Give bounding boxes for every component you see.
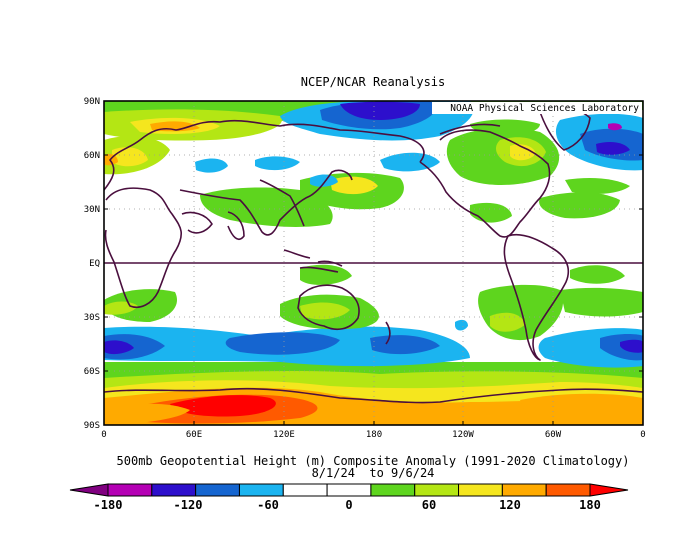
colorbar-swatch: [282, 483, 328, 497]
credit-box: [432, 102, 642, 114]
colorbar-arrow-right: [589, 483, 629, 497]
colorbar-arrow-left: [69, 483, 109, 497]
credit-label: NOAA Physical Sciences Laboratory: [450, 103, 639, 114]
lat-label: 30N: [84, 205, 100, 215]
lat-label: EQ: [89, 259, 100, 269]
colorbar: [69, 483, 629, 497]
lat-label: 60N: [84, 151, 100, 161]
lat-label: 90S: [84, 421, 100, 431]
map-title: NCEP/NCAR Reanalysis: [301, 75, 446, 89]
lat-label: 30S: [84, 313, 100, 323]
anomaly-shading: [104, 101, 643, 425]
colorbar-swatch: [414, 483, 460, 497]
colorbar-swatch: [501, 483, 547, 497]
lon-label: 60W: [545, 430, 562, 440]
lon-label: 0: [640, 430, 645, 440]
lat-label: 90N: [84, 97, 100, 107]
caption-line-2: 8/1/24 to 9/6/24: [312, 466, 435, 480]
lon-label: 120W: [452, 430, 474, 440]
lon-label: 180: [366, 430, 382, 440]
colorbar-labels: -180 -120 -60 0 60 120 180: [94, 498, 601, 512]
colorbar-swatch: [326, 483, 372, 497]
latitude-labels: 90N 60N 30N EQ 30S 60S 90S: [84, 97, 100, 431]
colorbar-label: 180: [579, 498, 601, 512]
lon-ticks: [193, 421, 554, 425]
colorbar-label: 120: [499, 498, 521, 512]
colorbar-label: -120: [174, 498, 203, 512]
lat-ticks: [104, 154, 643, 372]
colorbar-swatch: [107, 483, 153, 497]
lon-label: 0: [101, 430, 106, 440]
longitude-labels: 0 60E 120E 180 120W 60W 0: [101, 430, 645, 440]
colorbar-swatch: [545, 483, 591, 497]
colorbar-swatch: [458, 483, 503, 497]
lat-label: 60S: [84, 367, 100, 377]
colorbar-label: 60: [422, 498, 436, 512]
colorbar-label: -60: [257, 498, 279, 512]
lon-label: 120E: [273, 430, 295, 440]
colorbar-swatch: [151, 483, 197, 497]
caption-line-1: 500mb Geopotential Height (m) Composite …: [117, 454, 630, 468]
graticule: [104, 101, 643, 425]
colorbar-swatch: [195, 483, 240, 497]
colorbar-swatch: [370, 483, 416, 497]
colorbar-label: -180: [94, 498, 123, 512]
lon-label: 60E: [186, 430, 202, 440]
colorbar-label: 0: [345, 498, 352, 512]
colorbar-swatch: [238, 483, 284, 497]
